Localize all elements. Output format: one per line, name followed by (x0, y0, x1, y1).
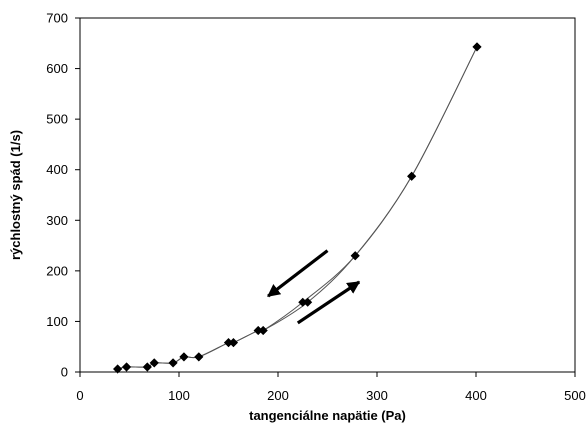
data-markers (113, 42, 482, 374)
data-point (168, 358, 178, 368)
axes (75, 17, 576, 377)
series (117, 46, 478, 370)
data-point (298, 297, 308, 307)
y-tick-label: 400 (46, 162, 68, 177)
plot-frame (79, 17, 576, 373)
x-tick-label: 100 (168, 388, 190, 403)
series-line (117, 46, 478, 370)
y-tick-label: 700 (46, 11, 68, 26)
y-tick-label: 600 (46, 61, 68, 76)
direction-arrow (296, 280, 361, 325)
annotations (267, 249, 361, 325)
direction-arrow (267, 249, 329, 298)
data-point (303, 297, 313, 307)
data-point (149, 358, 159, 368)
x-axis-title: tangenciálne napätie (Pa) (249, 408, 406, 423)
data-point (224, 338, 233, 348)
y-tick-label: 300 (46, 213, 68, 228)
data-point (228, 338, 238, 348)
y-tick-label: 200 (46, 263, 68, 278)
x-tick-label: 0 (76, 388, 83, 403)
data-point (253, 326, 263, 336)
series-line (117, 46, 478, 370)
data-point (407, 171, 417, 181)
data-point (472, 42, 482, 52)
y-tick-label: 100 (46, 314, 68, 329)
y-tick-label: 500 (46, 112, 68, 127)
data-point (113, 364, 123, 374)
data-point (142, 362, 152, 372)
data-point (179, 352, 189, 362)
y-axis-title: rýchlostný spád (1/s) (8, 130, 23, 260)
data-point (122, 362, 132, 372)
x-tick-label: 500 (564, 388, 586, 403)
tick-labels: 0 100 200 300 400 500 0 100 200 300 400 500 600 700 (46, 11, 586, 404)
data-point (350, 251, 360, 261)
data-point (258, 326, 268, 336)
x-tick-label: 400 (465, 388, 487, 403)
x-tick-label: 200 (267, 388, 289, 403)
data-point (194, 352, 204, 362)
x-tick-label: 300 (366, 388, 388, 403)
y-tick-label: 0 (61, 365, 68, 380)
